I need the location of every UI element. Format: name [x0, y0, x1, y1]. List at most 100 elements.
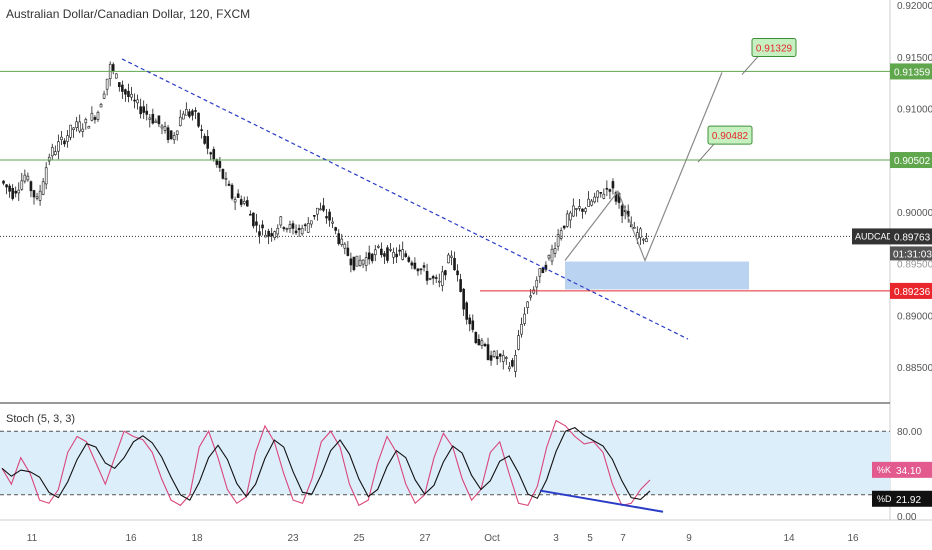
candle-body: [239, 199, 243, 205]
candle-body: [206, 136, 209, 149]
candle-body: [105, 78, 109, 90]
candle-body: [389, 249, 392, 251]
candle-body: [495, 356, 499, 360]
svg-text:0.91359: 0.91359: [894, 67, 931, 78]
current-price-label: 0.89763: [894, 232, 931, 243]
candle-body: [529, 295, 532, 298]
candle-body: [401, 249, 405, 260]
candle-body: [255, 221, 258, 226]
candle-body: [407, 257, 411, 262]
stoch-k-line: [1, 419, 651, 507]
target-callout-lower: 0.90482: [697, 125, 753, 163]
candle-body: [166, 127, 170, 140]
candle-body: [508, 366, 511, 370]
candle-body: [444, 270, 447, 276]
time-tick-label: 9: [686, 533, 692, 544]
candle-body: [182, 113, 185, 120]
candle-body: [358, 259, 362, 267]
candle-body: [535, 279, 539, 288]
candle-body: [608, 189, 612, 192]
candle-body: [367, 252, 371, 260]
candle-body: [69, 124, 72, 138]
candle-body: [273, 231, 277, 238]
candle-body: [386, 247, 389, 261]
candle-body: [84, 119, 88, 124]
time-tick-label: 5: [587, 533, 593, 544]
candle-body: [434, 277, 438, 279]
candle-body: [428, 277, 432, 280]
target-callout-upper: 0.91329: [741, 38, 797, 75]
candle-body: [224, 177, 228, 180]
candle-body: [288, 224, 292, 230]
candle-body: [81, 128, 85, 132]
candle-body: [383, 253, 386, 257]
candle-body: [313, 215, 316, 217]
candle-body: [133, 99, 136, 102]
candle-body: [328, 211, 331, 221]
candle-body: [550, 248, 554, 262]
price-tick-label: 0.91000: [897, 105, 932, 116]
svg-text:34.10: 34.10: [896, 466, 921, 477]
candle-body: [54, 151, 57, 155]
candle-body: [279, 216, 283, 226]
candle-body: [261, 224, 264, 229]
candle-body: [587, 198, 590, 207]
candle-body: [392, 251, 395, 258]
candle-body: [38, 190, 42, 201]
candle-body: [599, 192, 603, 194]
candle-body: [477, 339, 481, 346]
candle-body: [538, 268, 542, 277]
candle-body: [556, 234, 560, 247]
candle-body: [450, 255, 453, 258]
time-tick-label: 14: [783, 533, 795, 544]
candle-body: [118, 82, 121, 87]
candle-body: [492, 351, 496, 357]
level-badge-upper: 0.91359: [890, 63, 932, 80]
candle-body: [575, 208, 578, 210]
candle-body: [72, 127, 75, 131]
candle-body: [489, 355, 493, 361]
candle-body: [349, 258, 353, 266]
symbol-label: AUDCAD: [855, 231, 894, 241]
svg-text:21.92: 21.92: [896, 495, 921, 506]
candle-body: [17, 189, 21, 194]
candle-body: [252, 212, 255, 227]
candle-body: [593, 196, 596, 203]
candle-body: [5, 184, 8, 188]
candle-body: [334, 227, 337, 231]
candle-body: [596, 190, 600, 198]
candle-body: [636, 232, 639, 240]
candle-body: [462, 288, 465, 310]
price-tick-label: 0.89500: [897, 260, 932, 271]
time-tick-label: Oct: [484, 533, 500, 544]
candle-body: [148, 117, 152, 120]
current-price-badge: AUDCAD 0.89763 01:31:03: [852, 228, 932, 261]
stoch-band: [0, 431, 890, 495]
candle-body: [87, 126, 91, 129]
svg-text:0.89236: 0.89236: [894, 287, 931, 298]
candle-body: [276, 228, 280, 235]
candle-body: [410, 262, 414, 266]
candle-body: [645, 238, 648, 243]
stoch-d-badge: %D 21.92: [872, 490, 932, 507]
candle-body: [441, 271, 444, 286]
candle-body: [185, 109, 188, 116]
price-tick-label: 0.90000: [897, 208, 932, 219]
candle-body: [124, 89, 127, 95]
svg-text:%D: %D: [877, 494, 892, 504]
candle-body: [419, 268, 423, 271]
candle-body: [44, 167, 48, 185]
time-tick-label: 18: [191, 533, 203, 544]
target-label-lower: 0.90482: [712, 131, 749, 142]
candle-body: [465, 302, 468, 320]
candle-body: [35, 196, 39, 199]
candle-body: [520, 323, 523, 335]
candle-body: [471, 320, 475, 330]
candle-body: [404, 253, 408, 257]
candle-body: [270, 233, 273, 237]
candle-body: [258, 231, 261, 236]
candle-body: [172, 135, 176, 141]
candle-body: [337, 233, 341, 244]
candle-body: [559, 230, 563, 239]
